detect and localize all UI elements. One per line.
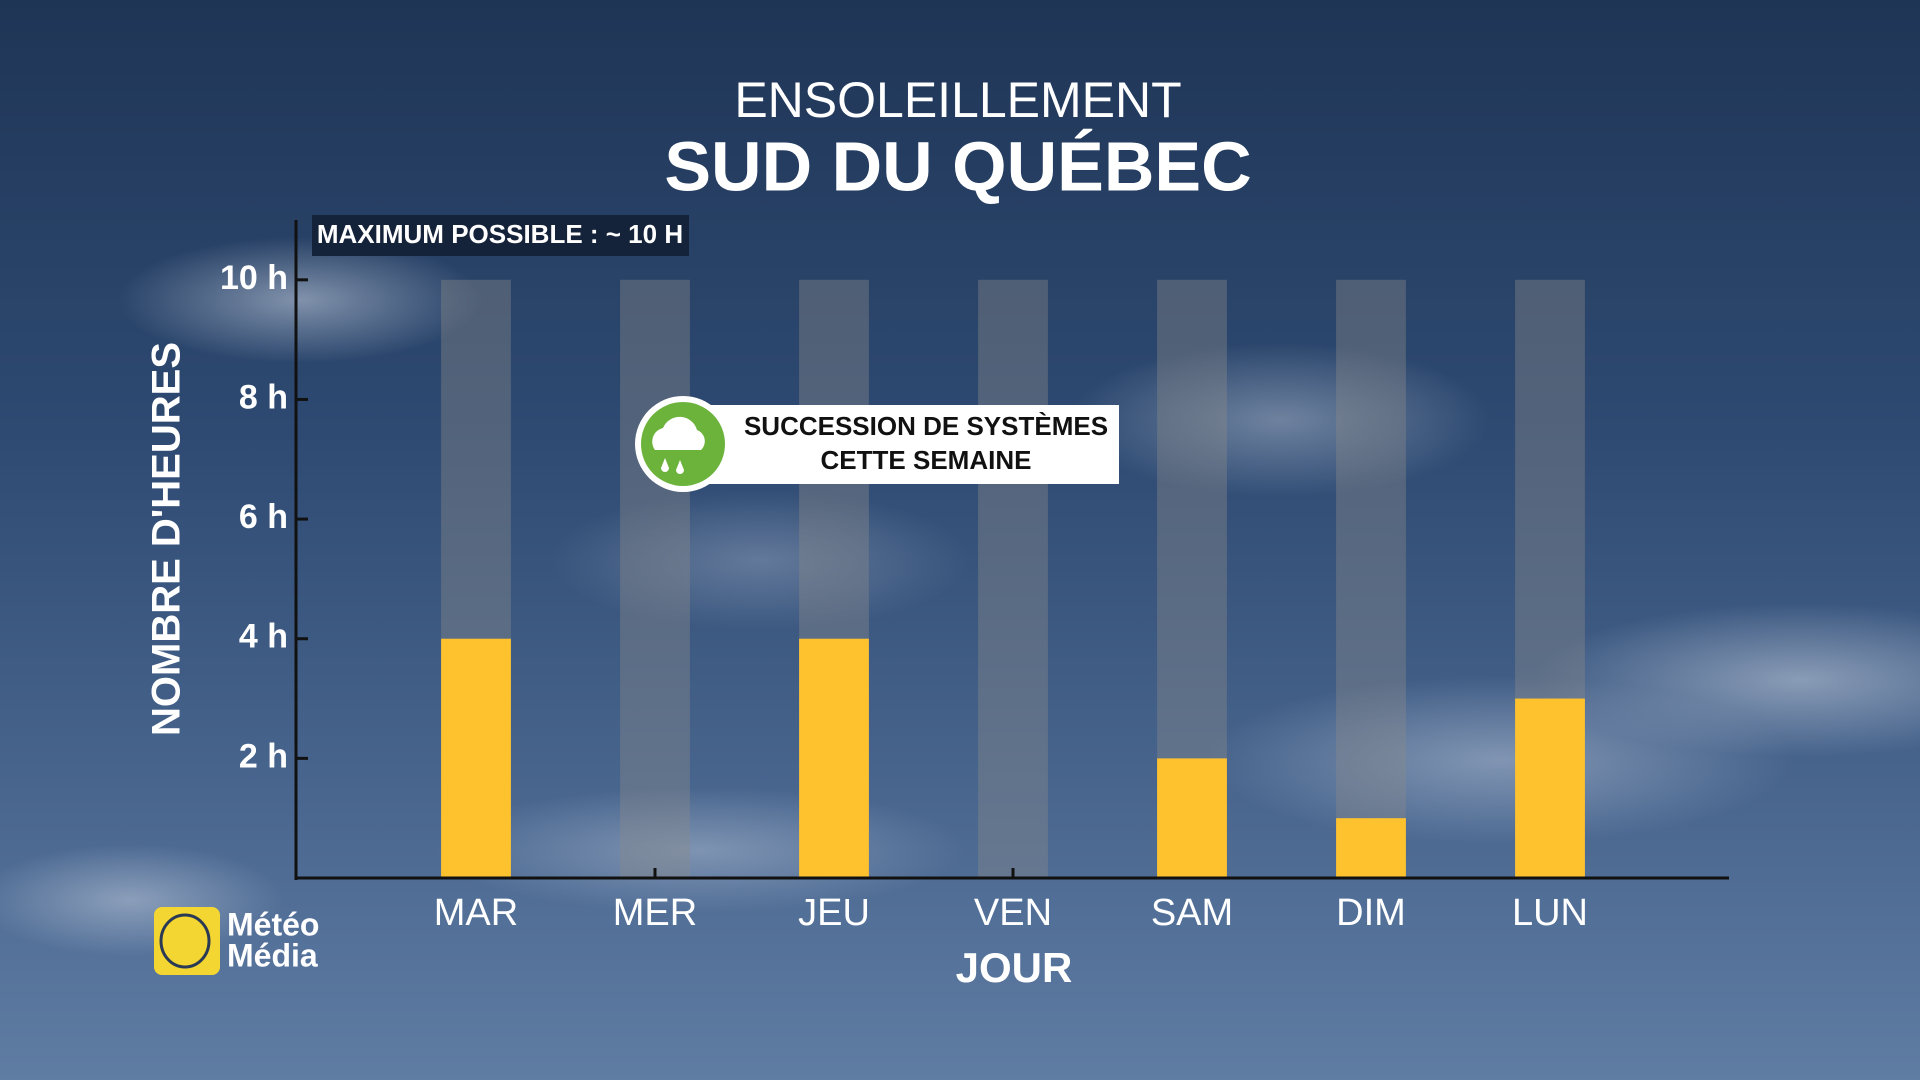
annotation-box — [683, 405, 1119, 484]
logo-text: Média — [227, 937, 318, 973]
max-bar — [978, 279, 1048, 878]
logo-text: Météo — [227, 906, 319, 942]
annotation: SUCCESSION DE SYSTÈMES CETTE SEMAINE — [635, 396, 1119, 492]
y-tick-label: 8 h — [239, 378, 288, 416]
x-tick-label: DIM — [1336, 892, 1406, 934]
annotation-text: SUCCESSION DE SYSTÈMES — [744, 411, 1108, 441]
y-tick-label: 10 h — [220, 259, 288, 297]
x-tick-label: MER — [613, 892, 697, 934]
chart-title: ENSOLEILLEMENT — [734, 72, 1181, 128]
y-tick-label: 2 h — [239, 737, 288, 775]
max-bar — [620, 279, 690, 878]
annotation-text: CETTE SEMAINE — [821, 445, 1032, 475]
max-bar — [1336, 279, 1406, 878]
bar — [799, 638, 869, 878]
bar — [1515, 698, 1585, 878]
max-label-box — [312, 215, 689, 256]
max-label: MAXIMUM POSSIBLE : ~ 10 H — [317, 219, 683, 249]
x-tick-label: VEN — [974, 892, 1052, 934]
y-axis-label: NOMBRE D'HEURES — [145, 342, 189, 736]
rain-icon — [661, 458, 684, 474]
bar — [1336, 818, 1406, 878]
x-tick-label: JEU — [798, 892, 870, 934]
plot-area: MAR MER JEU VEN SAM DIM LUN 2 h 4 h 6 h 8 h 10 h — [220, 220, 1729, 934]
y-tick-label: 4 h — [239, 618, 288, 656]
cloud-icon — [652, 416, 705, 450]
x-tick-label: SAM — [1151, 892, 1233, 934]
chart-subtitle: SUD DU QUÉBEC — [664, 127, 1251, 205]
x-axis-label: JOUR — [956, 944, 1073, 991]
x-tick-label: LUN — [1512, 892, 1588, 934]
y-tick-label: 6 h — [239, 498, 288, 536]
bar — [441, 638, 511, 878]
logo-globe — [159, 913, 211, 969]
x-tick-label: MAR — [434, 892, 518, 934]
bar — [1157, 758, 1227, 878]
logo: Météo Média — [154, 906, 319, 975]
